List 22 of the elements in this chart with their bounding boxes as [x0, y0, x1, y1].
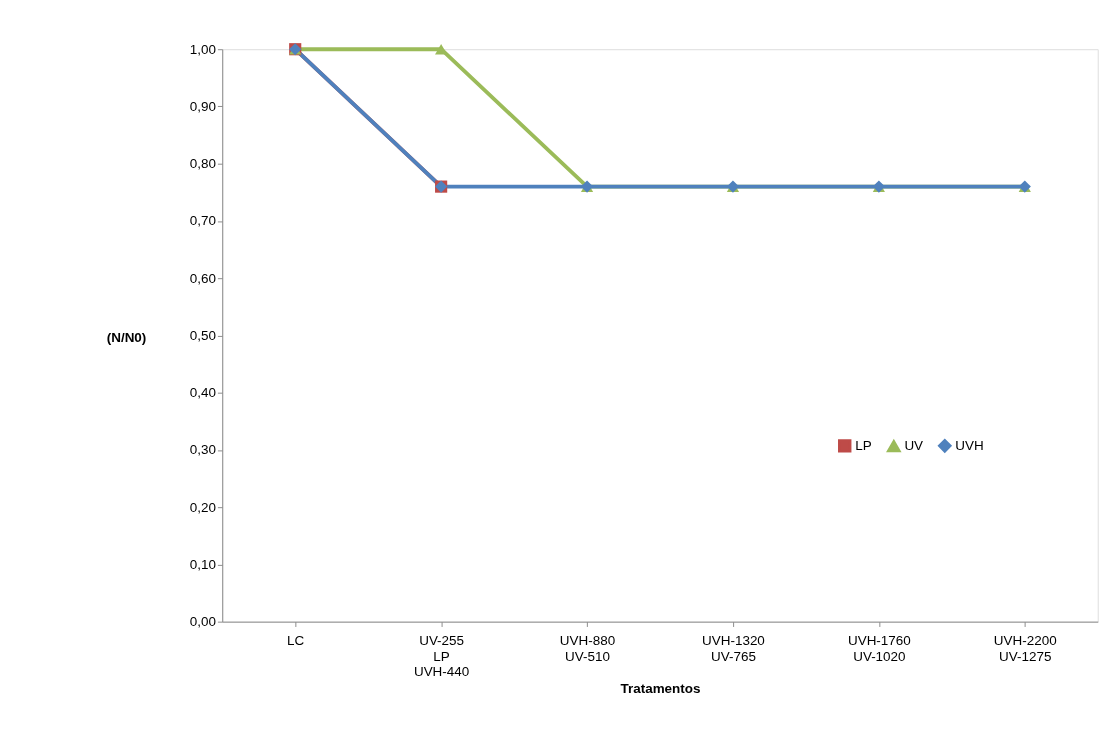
x-tick-label: UVH-880 UV-510	[559, 633, 616, 664]
x-tick-label: LC	[287, 633, 305, 649]
y-tick-label: 0,00	[189, 614, 216, 629]
y-tick-label: 0,30	[189, 442, 216, 458]
y-tick-label: 0,60	[189, 270, 216, 286]
legend-label: LP	[855, 437, 872, 453]
y-tick-label: 0,40	[189, 385, 216, 401]
x-tick-label: UV-255 LP UVH-440	[413, 633, 470, 680]
legend-label: UVH	[955, 437, 984, 453]
y-tick-label: 0,80	[189, 156, 216, 172]
y-tick-label: 0,90	[189, 98, 216, 114]
y-tick-label: 1,00	[189, 41, 216, 57]
x-tick-label: UVH-1320 UV-765	[702, 633, 765, 664]
y-tick-label: 0,50	[189, 327, 216, 343]
y-tick-label: 0,20	[189, 499, 216, 515]
y-tick-label: 0,10	[189, 556, 216, 572]
x-tick-label: UVH-1760 UV-1020	[847, 633, 911, 664]
x-tick-label: UVH-2200 UV-1275	[993, 633, 1057, 664]
y-tick-label: 0,70	[189, 213, 216, 229]
legend-label: UV	[904, 438, 924, 454]
x-axis-title: Tratamentos	[620, 681, 701, 697]
y-axis-title: (N/N0)	[106, 330, 147, 346]
